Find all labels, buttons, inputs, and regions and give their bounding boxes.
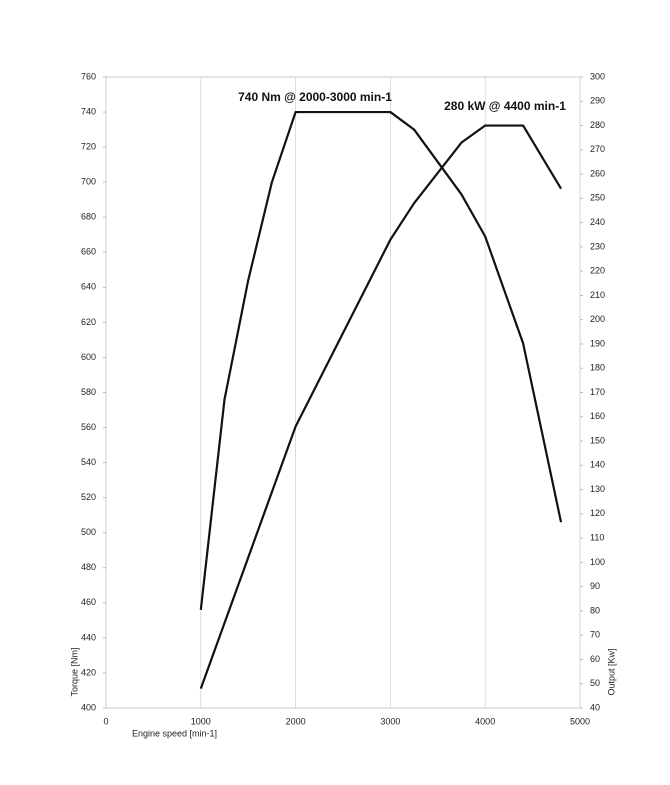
x-tick-label: 0: [103, 716, 108, 726]
y-tick-label: 520: [81, 492, 96, 502]
y2-tick-label: 80: [590, 605, 600, 615]
y-tick-label: 680: [81, 212, 96, 222]
y-tick-label: 720: [81, 141, 96, 151]
y2-tick-label: 180: [590, 363, 605, 373]
y-tick-label: 600: [81, 352, 96, 362]
y-tick-label: 560: [81, 422, 96, 432]
plot-frame: [105, 76, 581, 709]
y2-tick-label: 50: [590, 678, 600, 688]
x-tick-label: 2000: [286, 716, 306, 726]
y-tick-label: 760: [81, 71, 96, 81]
y-tick-label: 620: [81, 317, 96, 327]
y2-tick-label: 90: [590, 581, 600, 591]
y2-tick-label: 140: [590, 460, 605, 470]
y-tick-label: 540: [81, 457, 96, 467]
y-tick-label: 460: [81, 597, 96, 607]
y2-tick-label: 260: [590, 168, 605, 178]
y-tick-label: 740: [81, 106, 96, 116]
y2-tick-label: 290: [590, 96, 605, 106]
x-tick-label: 4000: [475, 716, 495, 726]
y2-tick-label: 250: [590, 193, 605, 203]
annotation: 740 Nm @ 2000-3000 min-1: [238, 90, 392, 104]
x-tick-label: 3000: [380, 716, 400, 726]
y2-tick-label: 100: [590, 557, 605, 567]
x-tick-label: 1000: [191, 716, 211, 726]
y2-tick-label: 300: [590, 71, 605, 81]
y-tick-label: 580: [81, 387, 96, 397]
y-tick-label: 500: [81, 527, 96, 537]
y-tick-label: 440: [81, 632, 96, 642]
y2-tick-label: 130: [590, 484, 605, 494]
line: [199, 124, 562, 689]
y2-tick-label: 200: [590, 314, 605, 324]
y2-axis-label: Output [Kw]: [606, 648, 616, 695]
y2-tick-label: 150: [590, 435, 605, 445]
y2-tick-label: 110: [590, 532, 604, 542]
y2-tick-label: 70: [590, 630, 600, 640]
line: [199, 110, 563, 610]
y2-tick-label: 160: [590, 411, 605, 421]
y-tick-label: 480: [81, 562, 96, 572]
y2-tick-label: 60: [590, 654, 600, 664]
y2-tick-label: 190: [590, 338, 605, 348]
y-tick-label: 660: [81, 247, 96, 257]
y-tick-label: 640: [81, 282, 96, 292]
y-tick-label: 700: [81, 177, 96, 187]
y2-tick-label: 280: [590, 120, 605, 130]
y2-tick-label: 40: [590, 702, 600, 712]
y-tick-label: 400: [81, 702, 96, 712]
y2-tick-label: 210: [590, 290, 605, 300]
y2-tick-label: 120: [590, 508, 605, 518]
y2-tick-label: 240: [590, 217, 605, 227]
x-axis-label: Engine speed [min-1]: [132, 728, 217, 738]
annotation: 280 kW @ 4400 min-1: [444, 99, 566, 113]
y-axis-label: Torque [Nm]: [69, 647, 79, 696]
y2-tick-label: 270: [590, 144, 605, 154]
x-tick-label: 5000: [570, 716, 590, 726]
y-tick-label: 420: [81, 667, 96, 677]
y2-tick-label: 230: [590, 241, 605, 251]
y2-tick-label: 220: [590, 266, 605, 276]
y2-tick-label: 170: [590, 387, 605, 397]
